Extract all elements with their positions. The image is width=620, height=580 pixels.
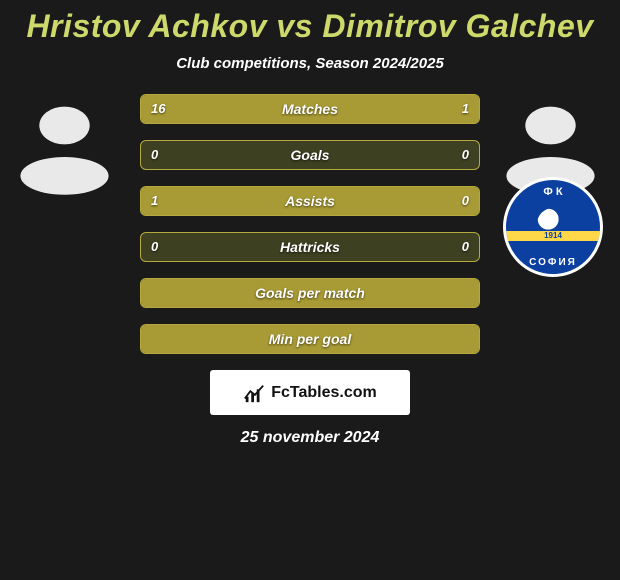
stat-row: 10Assists (140, 186, 480, 216)
stat-label: Matches (141, 95, 479, 123)
stat-label: Goals (141, 141, 479, 169)
stat-label: Assists (141, 187, 479, 215)
club-badge-icon: Ф К 1914 СОФИЯ (503, 177, 603, 277)
stat-label: Min per goal (141, 325, 479, 353)
club-city: СОФИЯ (506, 257, 600, 268)
stat-label: Hattricks (141, 233, 479, 261)
club-year: 1914 (506, 231, 600, 241)
page-title: Hristov Achkov vs Dimitrov Galchev (10, 8, 610, 45)
player-left (12, 94, 122, 199)
player-right: Ф К 1914 СОФИЯ (498, 94, 608, 277)
subtitle: Club competitions, Season 2024/2025 (10, 55, 610, 72)
brand-text: FcTables.com (271, 384, 377, 402)
comparison-card: Hristov Achkov vs Dimitrov Galchev Club … (0, 0, 620, 455)
stat-rows: 161Matches 00Goals 10Assists 00Hattricks Goa… (140, 94, 480, 354)
stat-row: 161Matches (140, 94, 480, 124)
stat-row: 00Hattricks (140, 232, 480, 262)
body-area: Ф К 1914 СОФИЯ 161Matches 00Goals 10Assist… (10, 94, 610, 447)
brand-badge[interactable]: FcTables.com (210, 370, 410, 415)
brand-chart-icon (243, 382, 265, 404)
player-silhouette-icon (12, 94, 117, 199)
date-label: 25 november 2024 (10, 429, 610, 447)
stat-row: Goals per match (140, 278, 480, 308)
stat-row: 00Goals (140, 140, 480, 170)
stat-label: Goals per match (141, 279, 479, 307)
club-top-text: Ф К (506, 186, 600, 198)
stat-row: Min per goal (140, 324, 480, 354)
